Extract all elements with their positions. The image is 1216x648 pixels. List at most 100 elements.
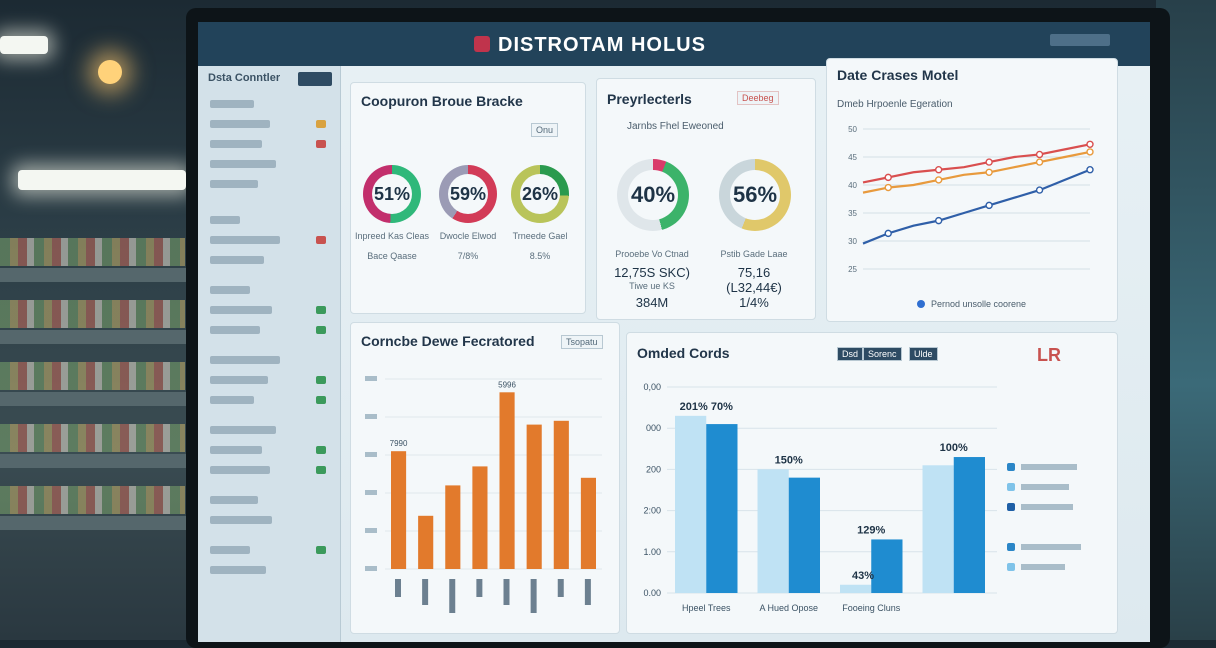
filter-button-3[interactable]: Ulde (909, 347, 938, 361)
shelf-goods (0, 486, 185, 514)
sidebar-status (316, 446, 326, 454)
legend-item (1007, 483, 1069, 491)
bar-light (675, 415, 707, 593)
sidebar-item[interactable] (210, 100, 254, 108)
sidebar-item[interactable] (210, 326, 260, 334)
sidebar-item[interactable] (210, 356, 280, 364)
bar (391, 451, 407, 569)
bar-value-label: 150% (775, 454, 803, 466)
kpi-gauge-2-value: 59% (448, 174, 488, 214)
sidebar-item[interactable] (210, 180, 258, 188)
shelf-goods (0, 424, 185, 452)
sidebar-item[interactable] (210, 516, 272, 524)
sidebar-item[interactable] (210, 466, 270, 474)
x-tick-label (395, 579, 401, 597)
sidebar-item[interactable] (210, 120, 270, 128)
kpi-gauge-2-sub: 7/8% (457, 251, 479, 261)
y-tick-mark (365, 376, 377, 381)
sidebar-item[interactable] (210, 496, 258, 504)
y-tick-label: 50 (848, 125, 857, 134)
sidebar-item[interactable] (210, 376, 268, 384)
performance-panel: Preyrlecterls Deebeg Jarnbs Fhel Eweoned… (596, 78, 816, 320)
legend-placeholder (1021, 564, 1065, 570)
y-tick-mark (365, 490, 377, 495)
y-tick-label: 45 (848, 153, 857, 162)
sidebar-item[interactable] (210, 216, 240, 224)
bar-light (757, 469, 789, 593)
shelf (0, 330, 190, 344)
bar-value-label: 201% 70% (680, 401, 733, 413)
kpi-gauge-1: 51% (363, 165, 421, 223)
sidebar-item[interactable] (210, 286, 250, 294)
y-tick-mark (365, 414, 377, 419)
y-tick-label: 200 (646, 464, 661, 474)
dashboard-screen: DISTROTAM HOLUS Dsta Conntler (198, 22, 1150, 642)
kpi-gauge-3: 26% (511, 165, 569, 223)
shelf-goods (0, 362, 185, 390)
sidebar-item[interactable] (210, 426, 276, 434)
line-chart: 50 45 40 35 30 25 (848, 125, 1094, 274)
sidebar-item[interactable] (210, 566, 266, 574)
series-point (985, 168, 993, 176)
performance-gauge-2-value: 56% (730, 170, 780, 220)
shelf-goods (0, 238, 185, 266)
y-tick-label: 25 (848, 265, 857, 274)
y-tick-label: 000 (646, 423, 661, 433)
bar-light (840, 584, 872, 593)
sidebar-item[interactable] (210, 236, 280, 244)
y-tick-mark (365, 528, 377, 533)
series-point (934, 166, 943, 174)
line-chart-panel: Date Crases Motel Dmeb Hrpoenle Egeratio… (826, 58, 1118, 322)
bar-chart-tag[interactable]: Tsopatu (561, 335, 603, 349)
filter-button-1[interactable]: Dsd (837, 347, 864, 361)
x-tick-label (449, 579, 456, 613)
legend-label: Pernod unsolle coorene (931, 299, 1027, 309)
legend-item (1007, 503, 1073, 511)
sidebar-item[interactable] (210, 140, 262, 148)
sidebar-button[interactable] (298, 72, 332, 86)
y-tick-mark (365, 566, 377, 571)
shelf (0, 516, 190, 530)
sidebar-item[interactable] (210, 396, 254, 404)
legend-swatch (917, 300, 925, 308)
bar (472, 466, 488, 569)
line-chart-title: Date Crases Motel (837, 67, 959, 83)
x-tick-label (476, 579, 483, 597)
sidebar-status (316, 326, 326, 334)
top-right-badge[interactable] (1050, 34, 1110, 46)
bar-label: 7990 (390, 439, 408, 448)
bar-dark (871, 539, 903, 593)
y-tick-label: 0.00 (643, 588, 661, 598)
performance-title: Preyrlecterls (607, 91, 692, 107)
sidebar-item[interactable] (210, 446, 262, 454)
sidebar: Dsta Conntler (198, 66, 341, 642)
kpi-gauge-1-sub: Bace Qaase (367, 251, 417, 261)
performance-tag[interactable]: Deebeg (737, 91, 779, 105)
app-logo-icon (474, 36, 490, 52)
bar-value-label: 100% (940, 442, 968, 454)
kpi-panel-tag[interactable]: Onu (531, 123, 559, 137)
y-tick-label: 1.00 (643, 547, 661, 557)
line-chart-subtitle: Dmeb Hrpoenle Egeration (837, 99, 953, 110)
sidebar-item[interactable] (210, 306, 272, 314)
performance-gauge-1-sub2: 384M (635, 295, 669, 310)
series-point (985, 201, 993, 210)
series-line (862, 150, 1091, 194)
kpi-gauge-3-value: 26% (520, 174, 560, 214)
sidebar-status (316, 376, 326, 384)
kpi-gauge-3-sub: 8.5% (529, 251, 551, 261)
sidebar-item[interactable] (210, 546, 250, 554)
sidebar-item[interactable] (210, 160, 276, 168)
shelf (0, 268, 190, 282)
sidebar-status (316, 140, 326, 148)
legend-swatch (1007, 483, 1015, 491)
sidebar-item[interactable] (210, 256, 264, 264)
series-point (1086, 148, 1094, 156)
kpi-gauge-1-value: 51% (372, 174, 412, 214)
legend-swatch (1007, 463, 1015, 471)
legend-swatch (1007, 503, 1015, 511)
filter-button-2[interactable]: Sorenc (863, 347, 902, 361)
ceiling-lamp (98, 60, 122, 84)
legend-swatch (1007, 543, 1015, 551)
bar-chart-title: Corncbe Dewe Fecratored (361, 333, 535, 349)
